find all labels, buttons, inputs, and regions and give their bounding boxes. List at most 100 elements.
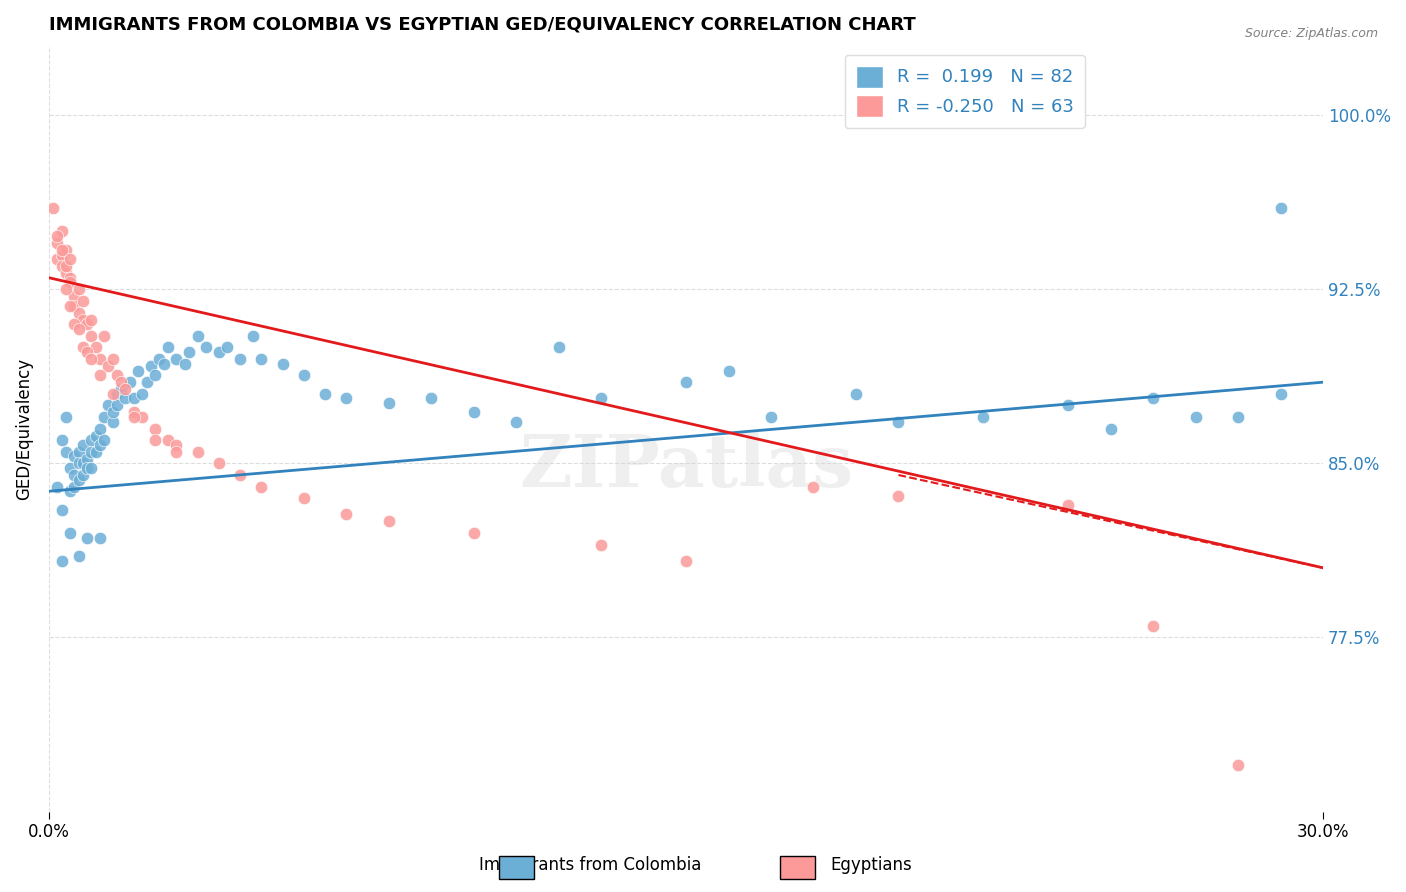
Immigrants from Colombia [63,468,86,483]
Egyptians [887,489,910,503]
Egyptians [1057,498,1080,512]
Immigrants from Colombia [67,457,90,471]
Immigrants from Colombia [72,457,94,471]
Egyptians [80,312,103,326]
Immigrants from Colombia [591,392,613,406]
Immigrants from Colombia [63,480,86,494]
Egyptians [67,322,90,336]
Egyptians [55,259,77,273]
Egyptians [51,259,73,273]
Immigrants from Colombia [80,461,103,475]
Immigrants from Colombia [547,340,569,354]
Egyptians [84,340,107,354]
Immigrants from Colombia [97,398,120,412]
Y-axis label: GED/Equivalency: GED/Equivalency [15,358,32,500]
Immigrants from Colombia [135,375,157,389]
Egyptians [463,526,485,541]
Legend: R =  0.199   N = 82, R = -0.250   N = 63: R = 0.199 N = 82, R = -0.250 N = 63 [845,54,1085,128]
Immigrants from Colombia [76,531,98,545]
Egyptians [114,382,136,396]
Immigrants from Colombia [72,438,94,452]
Immigrants from Colombia [51,503,73,517]
Immigrants from Colombia [148,351,170,366]
Immigrants from Colombia [1099,421,1122,435]
Immigrants from Colombia [114,392,136,406]
Egyptians [46,229,69,244]
Text: Source: ZipAtlas.com: Source: ZipAtlas.com [1244,27,1378,40]
Egyptians [67,305,90,319]
Immigrants from Colombia [972,409,994,424]
Egyptians [110,375,132,389]
Immigrants from Colombia [717,363,740,377]
Immigrants from Colombia [1184,409,1206,424]
Immigrants from Colombia [55,409,77,424]
Immigrants from Colombia [51,554,73,568]
Egyptians [59,299,82,313]
Egyptians [89,351,111,366]
Egyptians [122,405,145,419]
Egyptians [46,252,69,267]
Text: IMMIGRANTS FROM COLOMBIA VS EGYPTIAN GED/EQUIVALENCY CORRELATION CHART: IMMIGRANTS FROM COLOMBIA VS EGYPTIAN GED… [49,15,915,33]
Immigrants from Colombia [84,445,107,459]
Immigrants from Colombia [76,461,98,475]
Egyptians [63,299,86,313]
Egyptians [72,293,94,308]
Immigrants from Colombia [59,461,82,475]
Immigrants from Colombia [89,531,111,545]
Egyptians [80,351,103,366]
Immigrants from Colombia [67,445,90,459]
Immigrants from Colombia [84,428,107,442]
Immigrants from Colombia [335,392,357,406]
Immigrants from Colombia [105,398,128,412]
Egyptians [59,270,82,285]
Immigrants from Colombia [314,386,336,401]
Egyptians [55,266,77,280]
Egyptians [156,433,179,447]
Immigrants from Colombia [152,357,174,371]
Immigrants from Colombia [1142,392,1164,406]
Immigrants from Colombia [101,405,124,419]
Egyptians [1142,619,1164,633]
Egyptians [101,351,124,366]
Immigrants from Colombia [89,421,111,435]
Immigrants from Colombia [63,450,86,464]
Immigrants from Colombia [420,392,443,406]
Egyptians [187,445,209,459]
Egyptians [165,438,187,452]
Immigrants from Colombia [51,433,73,447]
Egyptians [80,328,103,343]
Text: Egyptians: Egyptians [831,856,912,874]
Immigrants from Colombia [1227,409,1250,424]
Immigrants from Colombia [67,549,90,564]
Immigrants from Colombia [1270,386,1292,401]
Egyptians [101,386,124,401]
Immigrants from Colombia [101,415,124,429]
Immigrants from Colombia [377,396,399,410]
Egyptians [675,554,697,568]
Egyptians [59,276,82,290]
Immigrants from Colombia [505,415,527,429]
Immigrants from Colombia [59,484,82,499]
Immigrants from Colombia [93,433,115,447]
Immigrants from Colombia [179,345,201,359]
Immigrants from Colombia [110,382,132,396]
Immigrants from Colombia [292,368,315,383]
Egyptians [76,345,98,359]
Egyptians [250,480,273,494]
Egyptians [76,317,98,331]
Egyptians [63,289,86,303]
Egyptians [208,457,231,471]
Immigrants from Colombia [59,526,82,541]
Egyptians [377,515,399,529]
Egyptians [165,445,187,459]
Immigrants from Colombia [165,351,187,366]
Immigrants from Colombia [675,375,697,389]
Egyptians [59,252,82,267]
Egyptians [105,368,128,383]
Immigrants from Colombia [250,351,273,366]
Immigrants from Colombia [93,409,115,424]
Egyptians [51,247,73,261]
Egyptians [93,328,115,343]
Egyptians [143,433,166,447]
Immigrants from Colombia [187,328,209,343]
